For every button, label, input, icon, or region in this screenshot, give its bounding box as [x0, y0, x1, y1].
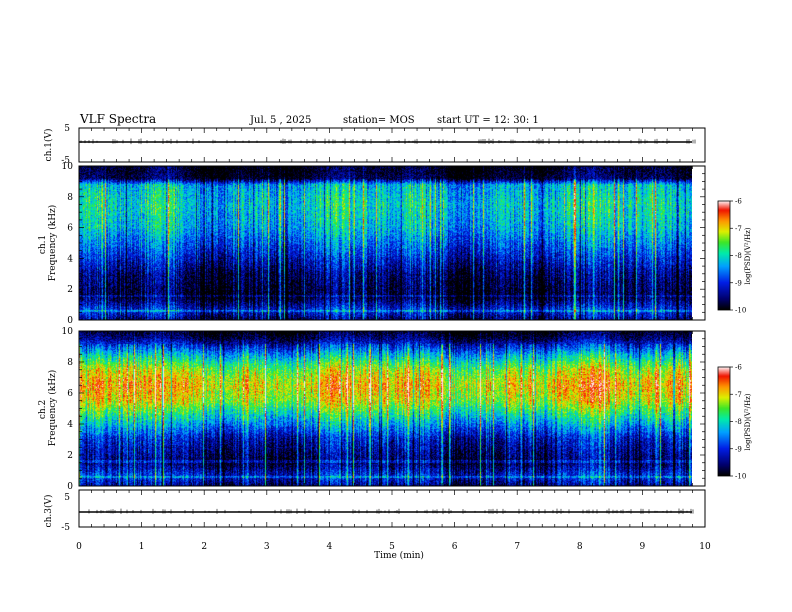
ch2-spectrogram-yticks: 0 2 4 6 8 10	[62, 327, 705, 492]
x-axis-label: Time (min)	[374, 550, 424, 561]
colorbar-tick-label: -8	[735, 252, 742, 260]
y-tick-label: 8	[67, 193, 73, 203]
ch1-spectrogram-image	[79, 166, 692, 320]
x-tick-label: 7	[514, 542, 520, 552]
x-tick-label: 0	[76, 542, 82, 552]
ch1-colorbar-ticks: -6 -7 -8 -9 -10	[730, 198, 746, 315]
y-tick-label: 6	[67, 389, 73, 399]
ch1-ytick-top: 5	[64, 124, 70, 134]
x-tick-label: 3	[264, 542, 270, 552]
y-tick-label: 10	[62, 327, 74, 337]
colorbar-tick-label: -9	[735, 279, 742, 287]
ch2-colorbar-ticks: -6 -7 -8 -9 -10	[730, 364, 746, 481]
x-tick-label: 1	[139, 542, 145, 552]
x-tick-label: 6	[452, 542, 458, 552]
y-tick-label: 4	[67, 420, 73, 430]
start-ut-label: start UT = 12: 30: 1	[437, 115, 539, 126]
colorbar-tick-label: -9	[735, 445, 742, 453]
ch1-waveform-ylabel: ch.1(V)	[43, 129, 54, 162]
x-tick-label: 5	[389, 542, 395, 552]
ch2-ylabel-line1: ch.2	[38, 400, 48, 419]
x-tick-label: 9	[640, 542, 646, 552]
ch2-spectrogram-xticks	[78, 331, 706, 486]
ch1-colorbar	[718, 201, 730, 310]
ch1-ylabel-line2: Frequency (kHz)	[47, 205, 58, 282]
station-label: station= MOS	[343, 115, 415, 126]
ch1-spectrogram-ylabel: ch.1 Frequency (kHz)	[38, 205, 58, 282]
ch3-waveform-frame	[78, 489, 706, 528]
ch1-waveform-spikes	[80, 138, 696, 145]
colorbar-tick-label: -10	[735, 473, 746, 481]
colorbar-tick-label: -6	[735, 198, 742, 206]
figure-title: VLF Spectra	[79, 112, 156, 126]
x-tick-label: 4	[327, 542, 333, 552]
y-tick-label: 8	[67, 358, 73, 368]
x-tick-label: 10	[699, 542, 711, 552]
ch3-waveform-panel: 5 -5 ch.3(V)	[43, 489, 706, 533]
ch1-spectrogram-yticks: 0 2 4 6 8 10	[62, 162, 705, 326]
y-tick-label: 2	[67, 451, 73, 461]
y-tick-label: 6	[67, 224, 73, 234]
ch2-colorbar	[718, 367, 730, 476]
ch3-ytick-top: 5	[64, 493, 70, 503]
y-tick-label: 4	[67, 254, 73, 264]
y-tick-label: 2	[67, 285, 73, 295]
x-tick-label: 2	[201, 542, 207, 552]
ch2-ylabel-line2: Frequency (kHz)	[47, 370, 58, 447]
ch2-spectrogram-image	[79, 331, 692, 486]
y-tick-label: 0	[67, 482, 73, 492]
colorbar-tick-label: -6	[735, 364, 742, 372]
x-tick-label: 8	[577, 542, 583, 552]
date-label: Jul. 5 , 2025	[249, 115, 311, 126]
ch1-spectrogram-panel: 0 2 4 6 8 10 ch.1 Frequency (kHz) -6 -7 -8 -9 -10…	[38, 162, 752, 326]
ch2-spectrogram-panel: 0 2 4 6 8 10 ch.2 Frequency (kHz) -6 -7 -8 -9 -10…	[38, 327, 752, 492]
y-tick-label: 10	[62, 162, 74, 172]
colorbar-tick-label: -7	[735, 225, 742, 233]
ch1-ytick-bottom: -5	[61, 156, 70, 166]
ch1-ylabel-line1: ch.1	[38, 235, 48, 254]
ch3-waveform-spikes	[88, 508, 694, 515]
ch1-spectrogram-xticks	[78, 166, 706, 320]
colorbar-tick-label: -10	[735, 307, 746, 315]
ch1-colorbar-label: log(PSD)(V²/Hz)	[744, 227, 752, 284]
ch3-waveform-ticks	[78, 490, 706, 527]
colorbar-tick-label: -8	[735, 418, 742, 426]
ch1-waveform-ticks	[78, 128, 706, 162]
ch3-ytick-bottom: -5	[61, 523, 70, 533]
ch2-colorbar-label: log(PSD)(V²/Hz)	[744, 393, 752, 450]
ch1-waveform-panel: 5 -5 ch.1(V)	[43, 124, 706, 166]
ch3-waveform-ylabel: ch.3(V)	[43, 495, 54, 528]
ch1-waveform-frame	[78, 127, 706, 163]
colorbar-tick-label: -7	[735, 391, 742, 399]
y-tick-label: 0	[67, 316, 73, 326]
x-axis-tick-labels: 0 1 2 3 4 5 6 7 8 9 10	[76, 542, 711, 552]
ch2-spectrogram-ylabel: ch.2 Frequency (kHz)	[38, 370, 58, 447]
